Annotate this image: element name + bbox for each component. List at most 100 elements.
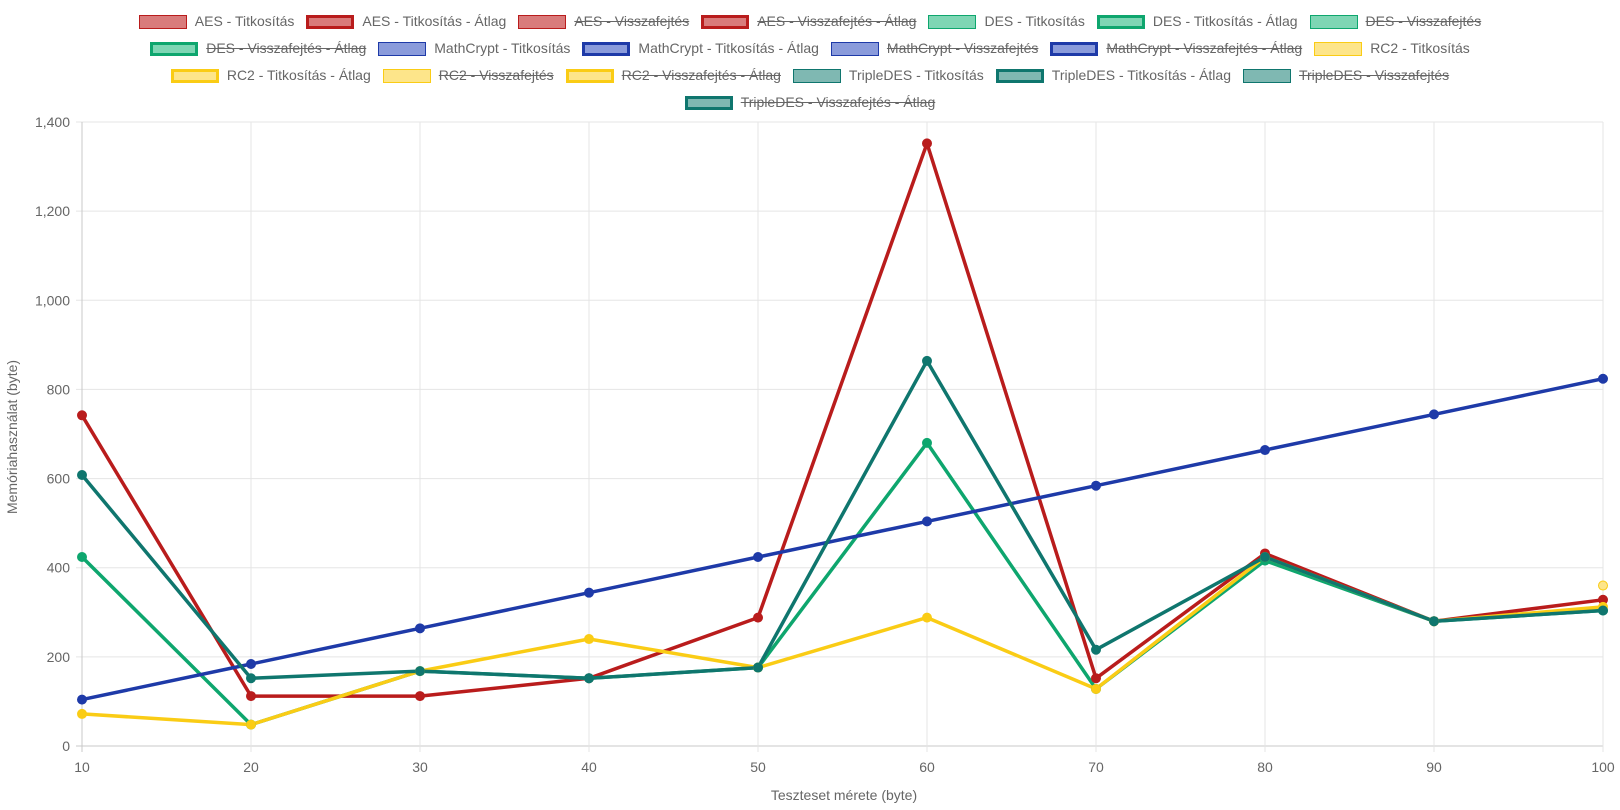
legend-swatch <box>150 41 199 56</box>
legend-label: MathCrypt - Visszafejtés <box>886 40 1039 56</box>
legend-row: DES - Visszafejtés - Átlag MathCrypt - Ti… <box>0 35 1620 62</box>
legend-swatch <box>1314 41 1363 56</box>
data-point-rc2-titkositas[interactable] <box>1598 580 1608 591</box>
x-tick-label: 80 <box>1257 759 1273 775</box>
data-point-aes-titkositas-atlag[interactable] <box>1091 673 1101 684</box>
data-point-mathcrypt-titkositas-atlag[interactable] <box>246 658 256 669</box>
data-point-mathcrypt-titkositas-atlag[interactable] <box>1429 409 1439 420</box>
legend-swatch <box>830 41 879 56</box>
data-point-des-titkositas-atlag[interactable] <box>922 437 932 448</box>
data-point-mathcrypt-titkositas-atlag[interactable] <box>415 623 425 634</box>
legend-item-mathcrypt-visszafejtes[interactable]: MathCrypt - Visszafejtés <box>830 35 1039 62</box>
legend-swatch <box>684 95 733 110</box>
series-line-tripledes-titkositas-atlag <box>80 359 1604 681</box>
legend-item-rc2-visszafejtes-atlag[interactable]: RC2 - Visszafejtés - Átlag <box>565 62 781 89</box>
x-tick-label: 20 <box>243 759 259 775</box>
data-point-rc2-titkositas-atlag[interactable] <box>246 719 256 730</box>
data-point-aes-titkositas-atlag[interactable] <box>753 612 763 623</box>
y-tick-label: 1,400 <box>35 114 70 130</box>
data-point-aes-titkositas-atlag[interactable] <box>77 410 87 421</box>
legend-swatch <box>1096 14 1145 29</box>
legend-label: MathCrypt - Titkosítás <box>434 40 571 56</box>
data-point-rc2-titkositas-atlag[interactable] <box>1091 683 1101 694</box>
data-point-tripledes-titkositas-atlag[interactable] <box>246 673 256 684</box>
legend-item-tripledes-visszafejtes[interactable]: TripleDES - Visszafejtés <box>1242 62 1449 89</box>
legend-item-mathcrypt-visszafejtes-atlag[interactable]: MathCrypt - Visszafejtés - Átlag <box>1050 35 1302 62</box>
legend-item-des-titkositas[interactable]: DES - Titkosítás <box>928 8 1085 35</box>
data-point-rc2-titkositas-atlag[interactable] <box>77 708 87 719</box>
legend-label: RC2 - Visszafejtés - Átlag <box>621 67 781 83</box>
legend-item-aes-visszafejtes[interactable]: AES - Visszafejtés <box>518 8 689 35</box>
x-tick-label: 100 <box>1591 759 1615 775</box>
x-tick-label: 90 <box>1426 759 1442 775</box>
data-point-mathcrypt-titkositas-atlag[interactable] <box>753 552 763 563</box>
legend-item-rc2-visszafejtes[interactable]: RC2 - Visszafejtés <box>382 62 554 89</box>
data-point-aes-titkositas-atlag[interactable] <box>922 138 932 149</box>
data-point-tripledes-titkositas-atlag[interactable] <box>922 355 932 366</box>
legend-swatch <box>701 14 750 29</box>
series-points <box>77 138 1608 730</box>
legend-swatch <box>518 14 567 29</box>
legend-label: AES - Visszafejtés <box>574 13 690 29</box>
axes: 0 200 400 600 800 1,000 1,200 1,400 10 20 30 40 50 60… <box>35 114 1615 775</box>
data-point-mathcrypt-titkositas-atlag[interactable] <box>584 587 594 598</box>
data-point-rc2-titkositas-atlag[interactable] <box>922 612 932 623</box>
data-point-tripledes-titkositas-atlag[interactable] <box>1429 616 1439 627</box>
x-tick-label: 70 <box>1088 759 1104 775</box>
legend-swatch <box>1309 14 1358 29</box>
legend-item-tripledes-titkositas[interactable]: TripleDES - Titkosítás <box>792 62 984 89</box>
grid <box>76 121 1604 752</box>
data-point-mathcrypt-titkositas-atlag[interactable] <box>1598 373 1608 384</box>
legend-label: TripleDES - Titkosítás - Átlag <box>1051 67 1231 83</box>
legend-label: AES - Titkosítás <box>194 13 295 29</box>
data-point-tripledes-titkositas-atlag[interactable] <box>77 470 87 481</box>
legend-item-aes-titkositas-atlag[interactable]: AES - Titkosítás - Átlag <box>306 8 506 35</box>
legend-item-mathcrypt-titkositas-atlag[interactable]: MathCrypt - Titkosítás - Átlag <box>582 35 819 62</box>
legend-swatch <box>928 14 977 29</box>
data-point-tripledes-titkositas-atlag[interactable] <box>415 666 425 677</box>
x-tick-label: 40 <box>581 759 597 775</box>
data-point-tripledes-titkositas-atlag[interactable] <box>1260 552 1270 563</box>
legend-swatch <box>1242 68 1291 83</box>
legend-item-rc2-titkositas-atlag[interactable]: RC2 - Titkosítás - Átlag <box>170 62 371 89</box>
legend-item-aes-titkositas[interactable]: AES - Titkosítás <box>138 8 295 35</box>
series-line-aes-titkositas-atlag <box>80 141 1604 698</box>
y-tick-label: 800 <box>47 381 71 397</box>
legend-item-tripledes-visszafejtes-atlag[interactable]: TripleDES - Visszafejtés - Átlag <box>684 89 936 116</box>
legend-swatch <box>378 41 427 56</box>
data-point-des-titkositas-atlag[interactable] <box>77 552 87 563</box>
data-point-mathcrypt-titkositas-atlag[interactable] <box>77 694 87 705</box>
y-tick-label: 200 <box>47 649 71 665</box>
data-point-mathcrypt-titkositas-atlag[interactable] <box>922 516 932 527</box>
y-tick-label: 1,200 <box>35 203 70 219</box>
series-line-des-titkositas-atlag <box>80 441 1604 727</box>
legend-item-mathcrypt-titkositas[interactable]: MathCrypt - Titkosítás <box>378 35 570 62</box>
data-point-tripledes-titkositas-atlag[interactable] <box>753 662 763 673</box>
legend-item-des-titkositas-atlag[interactable]: DES - Titkosítás - Átlag <box>1096 8 1298 35</box>
y-tick-label: 400 <box>47 560 71 576</box>
legend-item-des-visszafejtes[interactable]: DES - Visszafejtés <box>1309 8 1481 35</box>
x-tick-label: 60 <box>919 759 935 775</box>
legend-label: TripleDES - Titkosítás <box>848 67 984 83</box>
data-point-mathcrypt-titkositas-atlag[interactable] <box>1091 480 1101 491</box>
legend-item-tripledes-titkositas-atlag[interactable]: TripleDES - Titkosítás - Átlag <box>995 62 1231 89</box>
data-point-tripledes-titkositas-atlag[interactable] <box>1598 605 1608 616</box>
data-point-tripledes-titkositas-atlag[interactable] <box>1091 644 1101 655</box>
data-point-rc2-titkositas-atlag[interactable] <box>584 634 594 645</box>
data-point-aes-titkositas-atlag[interactable] <box>246 691 256 702</box>
legend-row: TripleDES - Visszafejtés - Átlag <box>0 89 1620 116</box>
x-tick-label: 50 <box>750 759 766 775</box>
legend-label: TripleDES - Visszafejtés - Átlag <box>740 94 936 110</box>
x-tick-label: 10 <box>74 759 90 775</box>
series-line-mathcrypt-titkositas-atlag <box>81 376 1604 702</box>
data-point-tripledes-titkositas-atlag[interactable] <box>584 673 594 684</box>
legend-item-rc2-titkositas[interactable]: RC2 - Titkosítás <box>1314 35 1470 62</box>
legend-label: AES - Visszafejtés - Átlag <box>757 13 917 29</box>
x-tick-label: 30 <box>412 759 428 775</box>
legend-item-des-visszafejtes-atlag[interactable]: DES - Visszafejtés - Átlag <box>150 35 366 62</box>
data-point-aes-titkositas-atlag[interactable] <box>415 691 425 702</box>
legend-label: MathCrypt - Visszafejtés - Átlag <box>1106 40 1303 56</box>
data-point-mathcrypt-titkositas-atlag[interactable] <box>1260 445 1270 456</box>
legend-item-aes-visszafejtes-atlag[interactable]: AES - Visszafejtés - Átlag <box>701 8 916 35</box>
